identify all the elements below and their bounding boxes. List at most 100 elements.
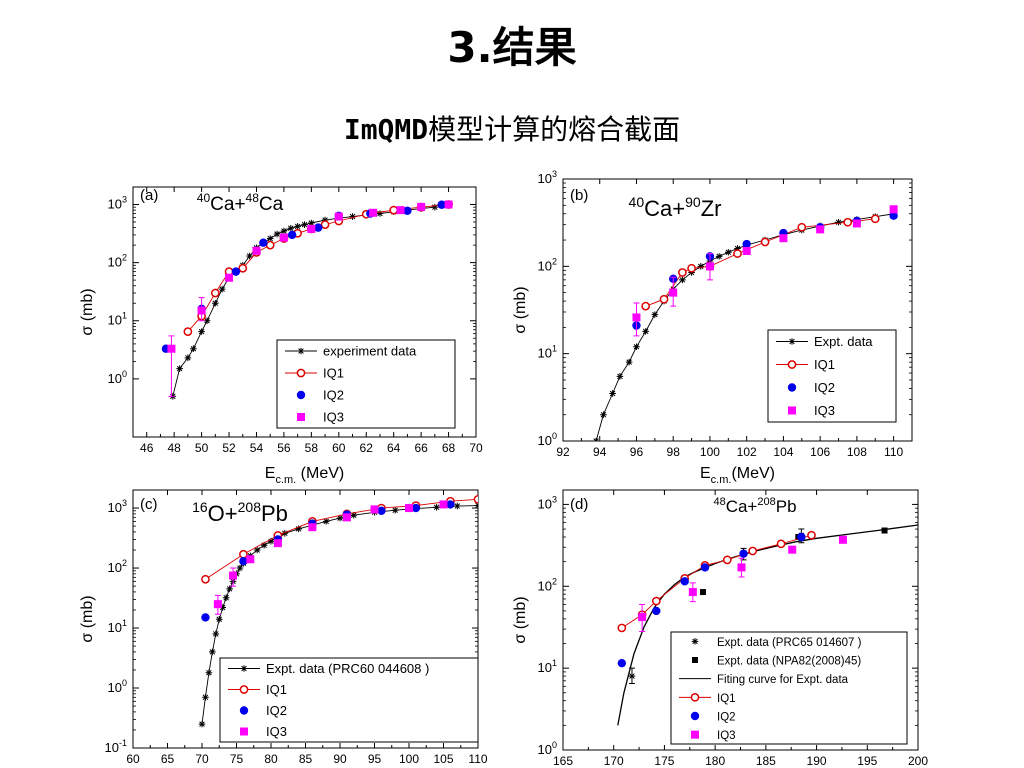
x-tick-label: 75 [230,752,244,766]
x-tick-label: 100 [700,445,720,459]
data-point [881,527,888,534]
legend-marker [787,360,797,369]
data-point [342,513,351,522]
x-tick-label: 108 [847,445,867,459]
x-tick-label: 54 [250,441,264,455]
data-point [638,613,647,622]
x-tick-label: 60 [126,752,140,766]
panel-label: (d) [570,496,588,513]
data-point [267,537,275,545]
chart-title: 40Ca+48Ca [197,191,284,215]
data-point [376,210,384,217]
data-point [370,505,379,514]
data-point [760,237,770,247]
data-point [632,313,641,322]
series-iq3 [632,205,898,337]
data-point [307,224,316,233]
plot-area [161,200,453,400]
data-point [259,238,268,247]
data-point [391,506,399,514]
y-tick-label: 100 [538,431,557,448]
data-point [222,594,230,602]
data-point [210,288,220,298]
y-tick-label: 102 [538,576,557,593]
y-tick-label: 103 [538,494,557,511]
data-point [265,240,275,250]
data-point [281,529,289,537]
legend-label: Expt. data (PRC65 014607 ) [717,637,862,649]
data-point [733,249,742,258]
data-point [628,672,636,680]
x-tick-label: 180 [705,754,725,768]
legend-item: IQ3 [240,724,287,739]
legend-marker [690,711,700,721]
data-point [625,358,633,366]
x-tick-label: 68 [442,441,456,455]
data-point [788,545,797,554]
data-point [687,263,696,273]
data-point [201,613,210,622]
x-tick-label: 70 [469,441,483,455]
legend-item: IQ1 [776,357,835,372]
data-point [870,214,880,224]
y-tick-label: 102 [108,558,127,575]
legend-item: IQ3 [788,403,835,418]
x-tick-label: 62 [360,441,374,455]
data-point [699,589,706,596]
chart-panel-b: 92 94 96 98 100 102 104 106 108 110 100 101 102 103 σ … [512,169,913,486]
data-point [295,525,302,533]
data-point [322,518,330,525]
plot-area [617,524,918,726]
y-tick-label: 100 [538,740,557,757]
legend-item: IQ3 [691,730,736,742]
legend-marker [239,706,249,715]
legend-item: IQ1 [285,366,344,381]
x-tick-label: 170 [604,754,624,768]
y-axis-label: σ (mb) [512,596,529,643]
data-point [592,437,600,441]
legend: experiment data IQ1 IQ2 IQ3 [276,339,456,429]
legend-marker [788,338,796,345]
data-point [349,213,356,220]
x-tick-label: 95 [368,752,382,766]
data-point [669,288,678,297]
data-point [797,222,807,232]
x-tick-label: 52 [222,441,236,455]
data-point [252,246,261,255]
legend-item: Fiting curve for Expt. data [679,674,849,686]
x-tick-label: 190 [807,754,827,768]
series-iq2 [632,211,898,330]
slide-subtitle: ImQMD模型计算的熔合截面 [0,108,1024,148]
data-point [403,206,412,215]
data-point [239,549,248,559]
series-iq1 [617,530,816,633]
legend-item: IQ2 [690,711,736,724]
legend-label: IQ1 [814,357,835,372]
legend-label: IQ3 [266,724,287,739]
legend-marker [297,347,305,355]
data-point [231,267,241,276]
legend-label: IQ1 [266,682,287,697]
data-point [212,299,219,307]
data-point [700,563,710,572]
y-tick-label: 101 [538,344,557,361]
data-point [679,276,686,284]
y-tick-label: 103 [108,498,127,515]
data-point [246,555,255,564]
x-axis-label: Ec.m.(MeV) [700,465,775,486]
y-axis-label: σ (mb) [79,288,96,335]
x-tick-label: 195 [857,754,877,768]
data-point [835,218,842,226]
legend-item: IQ1 [228,682,287,697]
data-point [260,541,268,549]
legend-box [670,631,908,745]
series-iq3 [213,500,448,615]
data-point [439,500,448,509]
data-point [454,502,461,510]
y-tick-label: 102 [108,253,127,270]
legend-item: IQ2 [296,388,344,403]
legend-box [276,339,456,429]
data-point [202,694,209,701]
chart-panel-d: 165 170 175 180 185 190 195 200 100 101 102 103 σ (m… [512,489,928,768]
data-point [198,720,206,728]
